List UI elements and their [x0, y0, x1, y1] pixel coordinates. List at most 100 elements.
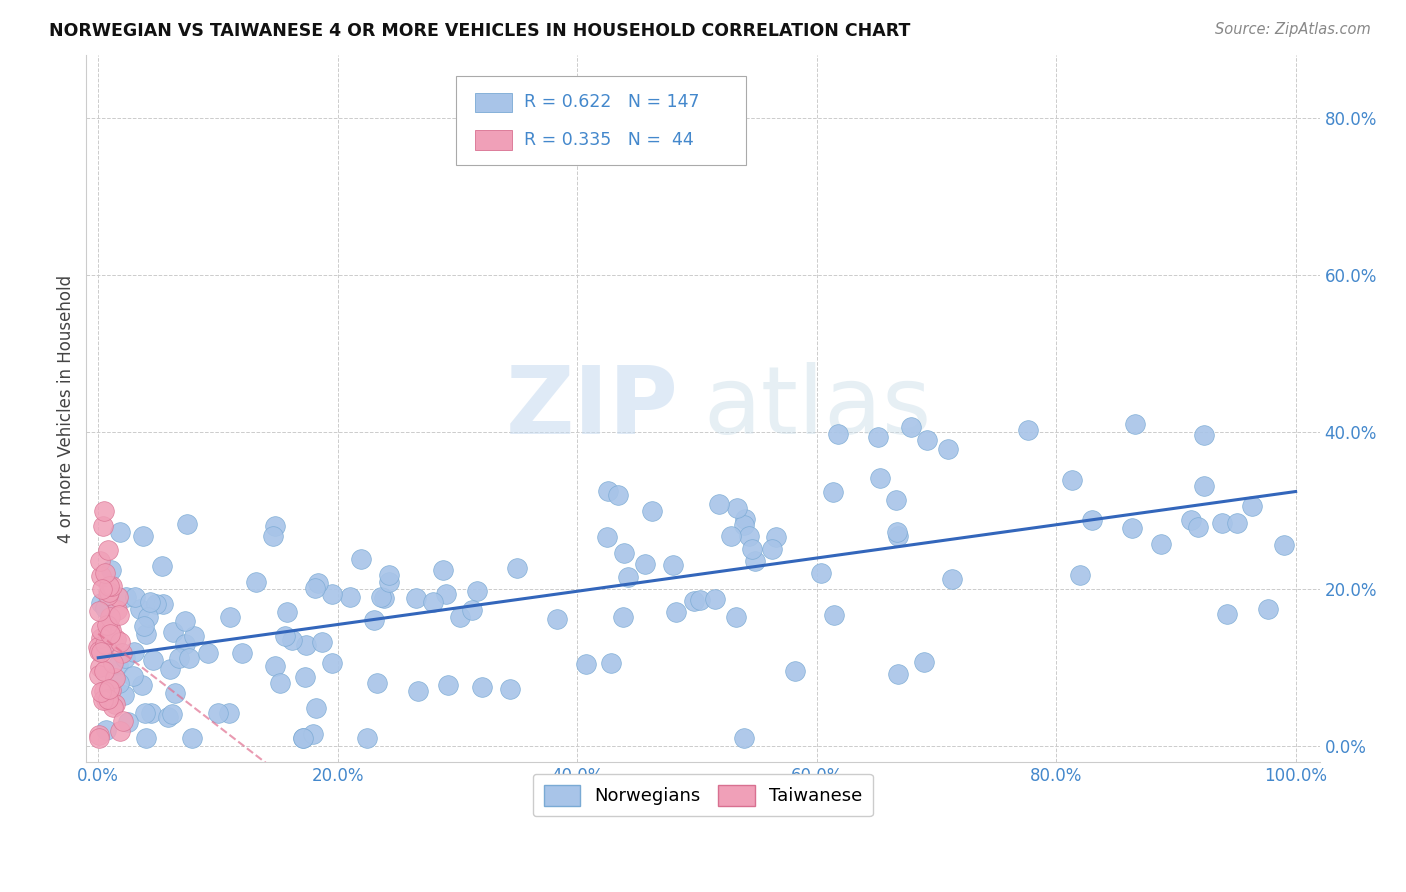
Point [900, 420, 922, 434]
Point [868, 430, 890, 444]
Point [269, 676, 291, 690]
Point [1257, 602, 1279, 616]
Point [1211, 516, 1233, 531]
Point [90, 582, 112, 596]
Point [139, 706, 162, 720]
Point [103, 700, 125, 714]
Point [90, 569, 112, 583]
Point [350, 552, 373, 566]
Point [292, 731, 315, 746]
Point [291, 731, 314, 746]
Point [89, 659, 111, 673]
Text: R = 0.622   N = 147: R = 0.622 N = 147 [524, 94, 700, 112]
Point [575, 657, 598, 671]
Point [94, 601, 117, 615]
Point [884, 492, 907, 507]
Point [356, 731, 378, 746]
Point [122, 669, 145, 683]
Point [89, 667, 111, 681]
Point [197, 646, 219, 660]
Point [1241, 500, 1264, 514]
Point [810, 566, 832, 580]
Point [738, 528, 761, 542]
Point [405, 591, 427, 606]
Point [115, 590, 138, 604]
Point [131, 678, 153, 692]
Point [98, 620, 121, 634]
Point [720, 528, 742, 542]
Point [461, 603, 484, 617]
Point [176, 517, 198, 532]
Point [135, 626, 157, 640]
Point [142, 653, 165, 667]
Point [97, 542, 120, 557]
Point [499, 681, 522, 696]
Point [87, 728, 110, 742]
Text: atlas: atlas [703, 362, 931, 454]
Point [295, 638, 318, 652]
Point [108, 607, 131, 622]
Text: R = 0.335   N =  44: R = 0.335 N = 44 [524, 131, 693, 149]
Point [162, 625, 184, 640]
Point [122, 645, 145, 659]
Point [97, 619, 120, 633]
Point [262, 529, 284, 543]
Point [595, 529, 617, 543]
Point [765, 531, 787, 545]
Point [96, 691, 118, 706]
Point [912, 656, 935, 670]
Point [617, 570, 640, 584]
Point [96, 618, 118, 632]
Point [733, 731, 755, 746]
Point [1060, 473, 1083, 487]
Point [98, 585, 121, 599]
Point [218, 706, 240, 720]
Point [1192, 479, 1215, 493]
Point [159, 662, 181, 676]
Point [1272, 538, 1295, 552]
Point [93, 684, 115, 698]
Point [506, 560, 529, 574]
Point [311, 634, 333, 648]
Point [98, 627, 121, 641]
Point [219, 610, 242, 624]
Point [98, 610, 121, 624]
Point [90, 623, 112, 637]
Point [94, 723, 117, 737]
Point [724, 610, 747, 624]
Point [132, 529, 155, 543]
Point [1150, 537, 1173, 551]
Point [231, 646, 253, 660]
Point [112, 689, 135, 703]
Point [132, 619, 155, 633]
Point [104, 698, 127, 712]
Point [124, 590, 146, 604]
Text: NORWEGIAN VS TAIWANESE 4 OR MORE VEHICLES IN HOUSEHOLD CORRELATION CHART: NORWEGIAN VS TAIWANESE 4 OR MORE VEHICLE… [49, 22, 911, 40]
Point [207, 706, 229, 721]
FancyBboxPatch shape [475, 93, 512, 112]
Point [156, 710, 179, 724]
Point [471, 680, 494, 694]
Point [1216, 607, 1239, 622]
Point [1123, 417, 1146, 431]
Point [179, 650, 201, 665]
Point [1180, 513, 1202, 527]
Point [89, 553, 111, 567]
Point [100, 563, 122, 577]
Point [378, 568, 401, 582]
Point [280, 633, 302, 648]
Point [105, 603, 128, 617]
Point [111, 646, 134, 660]
Text: ZIP: ZIP [505, 362, 678, 454]
Point [613, 546, 636, 560]
Point [89, 604, 111, 618]
Point [100, 623, 122, 637]
Point [821, 484, 844, 499]
Point [370, 590, 392, 604]
Point [90, 596, 112, 610]
Point [373, 591, 395, 605]
Point [93, 664, 115, 678]
Point [117, 714, 139, 729]
Point [94, 566, 117, 581]
Point [87, 731, 110, 746]
